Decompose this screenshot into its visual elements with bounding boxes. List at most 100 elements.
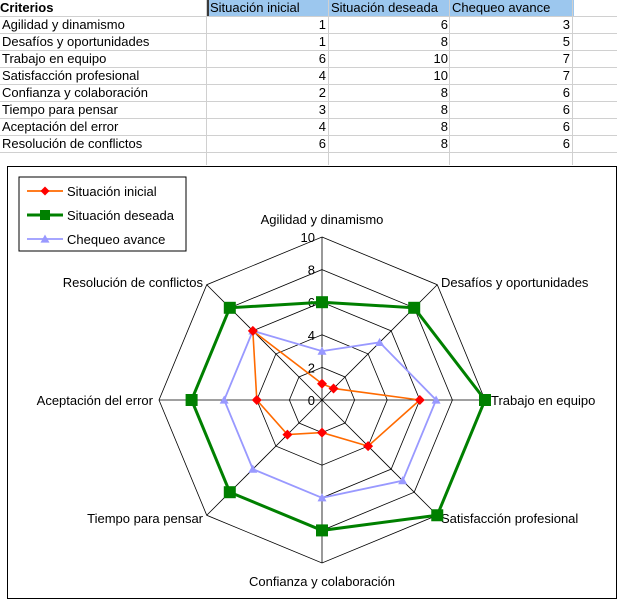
column-header-chequeo-avance[interactable]: Chequeo avance (450, 0, 574, 16)
table-cell[interactable]: 10 (433, 68, 448, 83)
chart-category-labels: Agilidad y dinamismo Desafíos y oportunid… (37, 212, 596, 589)
data-point (185, 394, 198, 406)
grid-line (0, 135, 617, 136)
category-label: Confianza y colaboración (249, 574, 395, 589)
table-cell[interactable]: 10 (433, 51, 448, 66)
tick-label: 0 (308, 393, 315, 408)
category-label: Satisfacción profesional (441, 511, 578, 526)
selected-column-marker (206, 0, 209, 16)
table-cell[interactable]: 1 (318, 34, 326, 49)
table-row-label[interactable]: Tiempo para pensar (2, 102, 118, 117)
data-point (223, 301, 236, 314)
table-cell[interactable]: 5 (562, 34, 570, 49)
data-point (248, 464, 258, 473)
data-point (223, 486, 236, 499)
table-cell[interactable]: 3 (562, 17, 570, 32)
grid-line (0, 16, 617, 17)
data-point (40, 186, 50, 196)
series-0 (247, 325, 425, 452)
chart-series (185, 296, 491, 537)
column-header-situacion-deseada[interactable]: Situación deseada (329, 0, 451, 16)
data-point (414, 395, 425, 405)
data-point (317, 493, 327, 502)
data-point (317, 346, 327, 355)
table-cell[interactable]: 6 (562, 136, 570, 151)
grid-line (0, 84, 617, 85)
category-label: Agilidad y dinamismo (261, 212, 384, 227)
table-cell[interactable]: 6 (562, 119, 570, 134)
data-point (317, 378, 327, 389)
grid-line (449, 0, 450, 165)
table-row-label[interactable]: Resolución de conflictos (2, 136, 143, 151)
legend-label[interactable]: Chequeo avance (67, 232, 165, 247)
chart-grid (158, 236, 486, 564)
grid-line (0, 101, 617, 102)
table-cell[interactable]: 8 (440, 85, 448, 100)
table-cell[interactable]: 6 (562, 102, 570, 117)
grid-line (206, 0, 207, 165)
category-label: Desafíos y oportunidades (441, 275, 589, 290)
table-cell[interactable]: 4 (318, 119, 326, 134)
table-cell[interactable]: 8 (440, 34, 448, 49)
grid-line (0, 152, 617, 153)
category-label: Resolución de conflictos (63, 275, 204, 290)
tick-label: 4 (308, 328, 315, 343)
data-point (316, 296, 328, 309)
tick-label: 10 (301, 230, 315, 245)
tick-label: 2 (308, 360, 315, 375)
table-row-label[interactable]: Agilidad y dinamismo (2, 17, 125, 32)
data-point (328, 383, 339, 394)
grid-line (0, 33, 617, 34)
data-point (398, 476, 408, 485)
data-point (431, 395, 441, 404)
data-point (251, 395, 262, 405)
table-cell[interactable]: 3 (318, 102, 326, 117)
tick-label: 8 (308, 263, 315, 278)
data-point (40, 210, 50, 220)
table-cell[interactable]: 4 (318, 68, 326, 83)
column-header-criterios[interactable]: Criterios (0, 0, 206, 16)
category-label: Aceptación del error (37, 393, 154, 408)
table-cell[interactable]: 8 (440, 102, 448, 117)
data-point (363, 441, 374, 452)
table-row-label[interactable]: Desafíos y oportunidades (2, 34, 150, 49)
grid-spoke (321, 399, 438, 516)
legend-label[interactable]: Situación inicial (67, 184, 157, 199)
data-point (479, 394, 491, 406)
grid-line (572, 0, 573, 165)
table-cell[interactable]: 2 (318, 85, 326, 100)
series-1 (185, 296, 491, 537)
table-row-label[interactable]: Aceptación del error (2, 119, 119, 134)
table-cell[interactable]: 6 (318, 51, 326, 66)
grid-line (0, 67, 617, 68)
category-label: Tiempo para pensar (87, 511, 204, 526)
table-cell[interactable]: 8 (440, 136, 448, 151)
grid-line (0, 50, 617, 51)
data-point (40, 234, 50, 243)
data-point (219, 395, 229, 404)
chart-legend[interactable]: Situación inicial Situación deseada Cheque… (18, 176, 187, 252)
table-cell[interactable]: 7 (562, 51, 570, 66)
data-point (316, 524, 328, 537)
table-cell[interactable]: 7 (562, 68, 570, 83)
data-point (282, 429, 293, 440)
category-label: Trabajo en equipo (491, 393, 595, 408)
table-cell[interactable]: 8 (440, 119, 448, 134)
data-point (408, 301, 421, 314)
table-row-label[interactable]: Confianza y colaboración (2, 85, 148, 100)
table-cell[interactable]: 6 (562, 85, 570, 100)
data-point (317, 427, 327, 438)
table-cell[interactable]: 6 (318, 136, 326, 151)
table-row-label[interactable]: Trabajo en equipo (2, 51, 107, 66)
table-cell[interactable]: 1 (318, 17, 326, 32)
table-cell[interactable]: 6 (440, 17, 448, 32)
legend-label[interactable]: Situación deseada (67, 208, 175, 223)
grid-line (0, 118, 617, 119)
data-point (375, 337, 385, 346)
column-header-situacion-inicial[interactable]: Situación inicial (208, 0, 330, 16)
grid-line (328, 0, 329, 165)
data-point (431, 509, 444, 522)
table-row-label[interactable]: Satisfacción profesional (2, 68, 140, 83)
